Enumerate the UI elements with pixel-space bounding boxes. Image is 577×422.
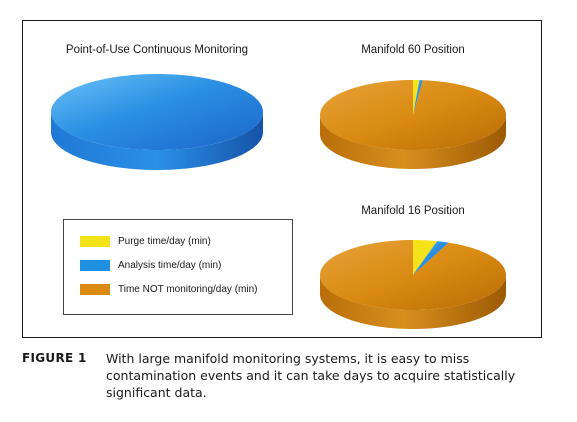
pie-slice-not-monitoring: [320, 80, 506, 150]
pie-side-analysis: [51, 112, 263, 170]
pie-chart-manifold-60: [320, 80, 506, 169]
legend-label-not-monitoring: Time NOT monitoring/day (min): [118, 283, 258, 295]
chart-title-manifold-16: Manifold 16 Position: [361, 205, 465, 217]
caption-text: With large manifold monitoring systems, …: [106, 351, 516, 400]
legend-swatch-analysis: [80, 259, 110, 271]
legend: Purge time/day (min) Analysis time/day (…: [63, 219, 293, 315]
legend-swatch-not-monitoring: [80, 283, 110, 295]
pie-chart-manifold-16: [320, 240, 506, 329]
legend-label-analysis: Analysis time/day (min): [118, 259, 222, 271]
pie-side-not-monitoring: [320, 275, 506, 329]
chart-title-point-of-use: Point-of-Use Continuous Monitoring: [66, 44, 248, 56]
pie-slice-analysis: [413, 80, 423, 115]
legend-swatch-purge: [80, 235, 110, 247]
chart-title-manifold-60: Manifold 60 Position: [361, 44, 465, 56]
figure-frame: Point-of-Use Continuous Monitoring Manif…: [22, 20, 542, 338]
pie-slice-analysis: [413, 241, 449, 275]
pie-side-not-monitoring: [320, 115, 506, 169]
pie-slice-purge: [413, 80, 420, 115]
legend-label-purge: Purge time/day (min): [118, 235, 211, 247]
caption-label: FIGURE 1: [22, 351, 87, 365]
pie-slice-not-monitoring: [320, 240, 506, 310]
legend-item-not-monitoring: Time NOT monitoring/day (min): [80, 282, 257, 296]
legend-item-analysis: Analysis time/day (min): [80, 258, 221, 272]
legend-item-purge: Purge time/day (min): [80, 234, 211, 248]
pie-slice-analysis: [51, 74, 263, 150]
charts-svg: Point-of-Use Continuous Monitoring Manif…: [51, 44, 506, 329]
pie-slice-purge: [413, 240, 438, 275]
pie-chart-point-of-use: [51, 74, 263, 170]
